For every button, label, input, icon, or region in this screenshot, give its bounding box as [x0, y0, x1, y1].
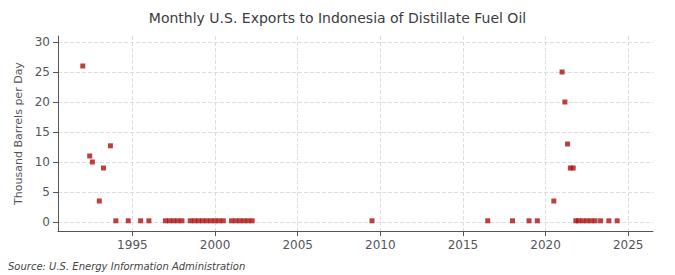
svg-text:20: 20 — [35, 95, 50, 109]
svg-text:Monthly U.S. Exports to Indone: Monthly U.S. Exports to Indonesia of Dis… — [149, 10, 526, 26]
svg-text:2000: 2000 — [200, 238, 231, 252]
svg-text:2005: 2005 — [282, 238, 313, 252]
svg-text:2015: 2015 — [448, 238, 479, 252]
svg-text:Source: U.S. Energy Informatio: Source: U.S. Energy Information Administ… — [8, 261, 245, 272]
svg-text:2010: 2010 — [365, 238, 396, 252]
svg-text:30: 30 — [35, 35, 50, 49]
svg-text:1995: 1995 — [117, 238, 148, 252]
svg-text:0: 0 — [42, 215, 50, 229]
svg-text:10: 10 — [35, 155, 50, 169]
svg-text:2025: 2025 — [613, 238, 644, 252]
svg-text:Thousand Barrels per Day: Thousand Barrels per Day — [12, 62, 25, 206]
svg-text:5: 5 — [42, 185, 50, 199]
svg-text:15: 15 — [35, 125, 50, 139]
svg-text:2020: 2020 — [530, 238, 561, 252]
svg-text:25: 25 — [35, 65, 50, 79]
